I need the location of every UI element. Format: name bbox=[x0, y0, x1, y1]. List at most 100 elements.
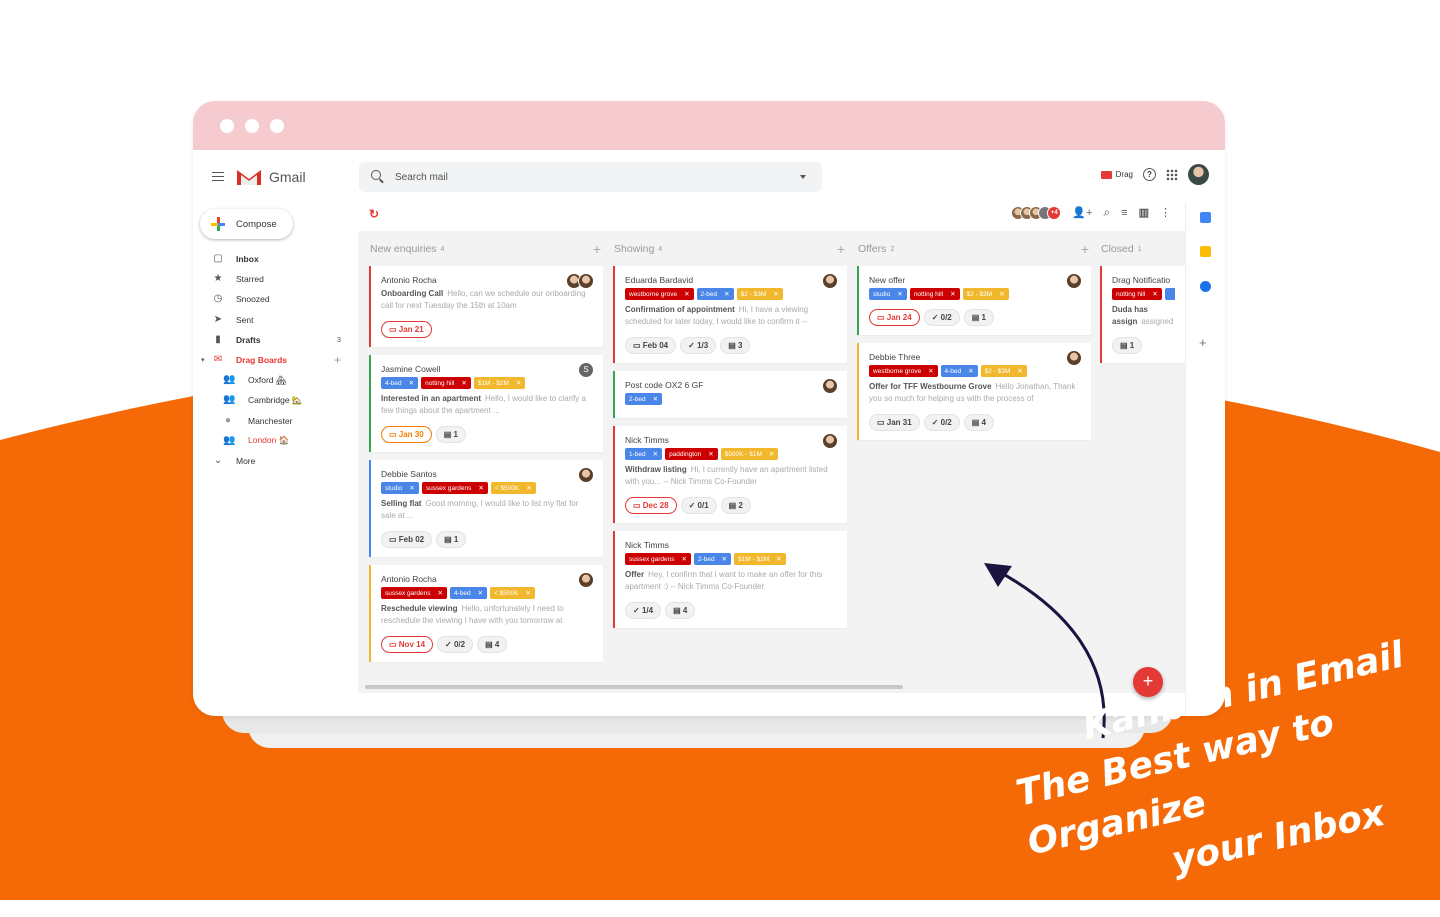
remove-tag-icon[interactable]: ✕ bbox=[684, 291, 690, 298]
more-users-badge[interactable]: +4 bbox=[1047, 205, 1062, 220]
tag-chip[interactable]: 4-bed ✕ bbox=[381, 377, 419, 389]
compose-button[interactable]: Compose bbox=[200, 209, 293, 239]
due-date-chip[interactable]: ▭ Jan 31 bbox=[869, 414, 920, 431]
window-close-dot[interactable] bbox=[220, 118, 234, 133]
tag-chip[interactable]: sussex gardens ✕ bbox=[381, 587, 447, 599]
sidebar-item-drag[interactable]: ✉ Drag Boards + ▾ bbox=[193, 350, 358, 370]
drag-button[interactable]: Drag bbox=[1100, 170, 1133, 179]
sidebar-item-sent[interactable]: ➤ Sent bbox=[193, 310, 358, 330]
sidebar-item-cambridge[interactable]: 👥 Cambridge 🏡 bbox=[193, 390, 358, 410]
keep-addon-icon[interactable] bbox=[1200, 246, 1211, 257]
sidebar-item-inbox[interactable]: ▢ Inbox bbox=[193, 249, 358, 269]
comments-chip[interactable]: ▤ 1 bbox=[963, 309, 994, 326]
add-card-icon[interactable]: + bbox=[1080, 241, 1089, 257]
remove-tag-icon[interactable]: ✕ bbox=[461, 380, 467, 387]
sidebar-item-oxford[interactable]: 👥 Oxford 🏘 bbox=[193, 370, 358, 390]
due-date-chip[interactable]: ▭ Nov 14 bbox=[381, 636, 434, 653]
add-user-icon[interactable]: 👤+ bbox=[1072, 207, 1093, 219]
comments-chip[interactable]: ▤ 4 bbox=[963, 414, 994, 431]
remove-tag-icon[interactable]: ✕ bbox=[897, 291, 903, 298]
tag-chip[interactable]: $1M - $2M ✕ bbox=[734, 553, 786, 565]
sidebar-item-drafts[interactable]: ▮ Drafts 3 bbox=[193, 330, 358, 350]
refresh-icon[interactable]: ↻ bbox=[369, 207, 380, 221]
tag-chip[interactable]: studio ✕ bbox=[869, 288, 907, 300]
horizontal-scrollbar[interactable] bbox=[365, 685, 903, 689]
tag-chip[interactable]: $2 - $3M ✕ bbox=[980, 365, 1027, 377]
window-minimize-dot[interactable] bbox=[245, 118, 259, 133]
search-board-icon[interactable]: ⌕ bbox=[1103, 205, 1111, 219]
checklist-chip[interactable]: ✓ 0/2 bbox=[923, 309, 960, 326]
remove-tag-icon[interactable]: ✕ bbox=[928, 368, 934, 375]
kanban-card[interactable]: Nick Timms sussex gardens ✕ 2-bed ✕ $1M - $2M… bbox=[613, 531, 847, 628]
add-card-icon[interactable]: + bbox=[836, 241, 845, 257]
tag-chip[interactable]: < $500K ✕ bbox=[490, 482, 536, 494]
remove-tag-icon[interactable]: ✕ bbox=[721, 556, 728, 563]
sidebar-item-more[interactable]: ⌄ More bbox=[193, 451, 358, 471]
kanban-card[interactable]: Debbie Three westborne grove ✕ 4-bed ✕ $2 - $… bbox=[857, 343, 1091, 440]
remove-tag-icon[interactable]: ✕ bbox=[515, 380, 522, 387]
checklist-chip[interactable]: ✓ 0/1 bbox=[680, 497, 717, 514]
remove-tag-icon[interactable]: ✕ bbox=[1017, 368, 1023, 375]
due-date-chip[interactable]: ▭ Jan 24 bbox=[869, 309, 920, 326]
apps-grid-icon[interactable] bbox=[1166, 168, 1178, 181]
remove-tag-icon[interactable]: ✕ bbox=[409, 485, 415, 492]
tag-chip[interactable]: 2-bed ✕ bbox=[625, 393, 663, 405]
sort-icon[interactable]: ≡ bbox=[1121, 206, 1128, 219]
due-date-chip[interactable]: ▭ Feb 02 bbox=[381, 531, 433, 548]
hamburger-menu-icon[interactable] bbox=[212, 172, 224, 181]
tag-chip[interactable]: sussex gardens ✕ bbox=[625, 553, 691, 565]
collapse-caret-icon[interactable]: ▾ bbox=[201, 357, 205, 364]
remove-tag-icon[interactable]: ✕ bbox=[526, 485, 532, 492]
remove-tag-icon[interactable]: ✕ bbox=[525, 590, 531, 597]
tag-chip[interactable]: 4-bed ✕ bbox=[940, 365, 978, 377]
checklist-chip[interactable]: ✓ 1/4 bbox=[625, 602, 662, 619]
remove-tag-icon[interactable]: ✕ bbox=[999, 291, 1005, 298]
remove-tag-icon[interactable]: ✕ bbox=[681, 556, 687, 563]
remove-tag-icon[interactable]: ✕ bbox=[652, 451, 659, 458]
checklist-chip[interactable]: ✓ 0/2 bbox=[437, 636, 474, 653]
remove-tag-icon[interactable]: ✕ bbox=[477, 590, 484, 597]
add-board-icon[interactable]: + bbox=[333, 353, 341, 367]
comments-chip[interactable]: ▤ 4 bbox=[665, 602, 696, 619]
tag-chip[interactable]: sussex gardens ✕ bbox=[421, 482, 488, 494]
kanban-card[interactable]: Antonio Rocha Onboarding Call Hello, can w… bbox=[369, 266, 603, 347]
remove-tag-icon[interactable]: ✕ bbox=[724, 291, 730, 298]
due-date-chip[interactable]: ▭ Feb 04 bbox=[625, 337, 677, 354]
help-icon[interactable]: ? bbox=[1143, 168, 1156, 181]
search-options-caret-icon[interactable] bbox=[800, 175, 806, 182]
remove-tag-icon[interactable]: ✕ bbox=[1152, 291, 1158, 298]
tag-chip[interactable]: 2-bed ✕ bbox=[693, 553, 732, 565]
tag-chip[interactable]: westborne grove ✕ bbox=[869, 365, 938, 377]
columns-view-icon[interactable]: ▥ bbox=[1138, 207, 1149, 219]
sidebar-item-london[interactable]: 👥 London 🏠 bbox=[193, 431, 358, 451]
tag-chip[interactable]: notting hill ✕ bbox=[909, 288, 960, 300]
remove-tag-icon[interactable]: ✕ bbox=[768, 451, 775, 458]
sidebar-item-snoozed[interactable]: ◷ Snoozed bbox=[193, 289, 358, 309]
calendar-addon-icon[interactable] bbox=[1200, 212, 1211, 223]
comments-chip[interactable]: ▤ 3 bbox=[720, 337, 751, 354]
tag-chip[interactable]: 4-bed ✕ bbox=[449, 587, 488, 599]
tag-chip[interactable]: ✕ bbox=[1164, 288, 1175, 300]
kanban-card[interactable]: Nick Timms 1-bed ✕ paddington ✕ $500K - $1M ✕ W… bbox=[613, 426, 847, 523]
tag-chip[interactable]: $500K - $1M ✕ bbox=[720, 448, 779, 460]
comments-chip[interactable]: ▤ 1 bbox=[436, 531, 467, 548]
tag-chip[interactable]: notting hill ✕ bbox=[1112, 288, 1162, 300]
due-date-chip[interactable]: ▭ Dec 28 bbox=[625, 497, 677, 514]
account-avatar[interactable] bbox=[1188, 164, 1209, 185]
remove-tag-icon[interactable]: ✕ bbox=[968, 368, 974, 375]
search-input[interactable]: Search mail bbox=[359, 162, 822, 192]
checklist-chip[interactable]: ✓ 0/2 bbox=[923, 414, 960, 431]
add-card-icon[interactable]: + bbox=[592, 241, 601, 257]
remove-tag-icon[interactable]: ✕ bbox=[437, 590, 443, 597]
remove-tag-icon[interactable]: ✕ bbox=[950, 291, 956, 298]
tasks-addon-icon[interactable] bbox=[1200, 281, 1211, 292]
tag-chip[interactable]: $2 - $3M ✕ bbox=[736, 288, 783, 300]
kanban-card[interactable]: Eduarda Bardavid westborne grove ✕ 2-bed ✕ $2… bbox=[613, 266, 847, 363]
comments-chip[interactable]: ▤ 1 bbox=[435, 426, 466, 443]
sidebar-item-starred[interactable]: ★ Starred bbox=[193, 269, 358, 289]
add-addon-icon[interactable]: + bbox=[1199, 335, 1207, 350]
kanban-card[interactable]: New offer studio ✕ notting hill ✕ $2 - $3M ✕ ▭ … bbox=[857, 266, 1091, 335]
add-card-fab-button[interactable]: + bbox=[1133, 667, 1163, 697]
window-maximize-dot[interactable] bbox=[270, 118, 284, 133]
